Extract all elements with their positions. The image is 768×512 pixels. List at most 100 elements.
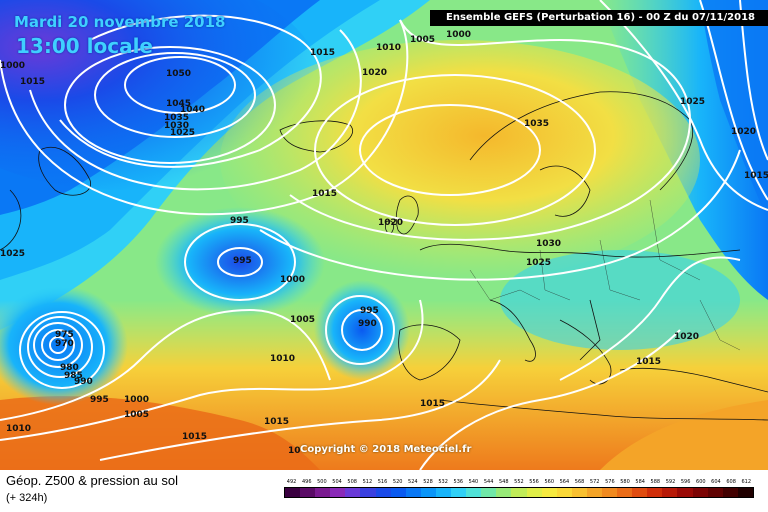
color-scale-swatch xyxy=(541,488,557,497)
pressure-label: 1025 xyxy=(680,97,705,107)
color-scale-tick: 496 xyxy=(301,479,312,485)
color-scale-swatch xyxy=(647,488,663,497)
pressure-label: 1015 xyxy=(310,48,335,58)
color-scale-swatch xyxy=(511,488,527,497)
pressure-label: 1015 xyxy=(744,171,768,181)
color-scale-swatch xyxy=(677,488,693,497)
color-scale-tick: 612 xyxy=(741,479,752,485)
pressure-label: 1015 xyxy=(420,399,445,409)
pressure-label: 1015 xyxy=(20,77,45,87)
pressure-label: 990 xyxy=(74,377,93,387)
color-scale-swatch xyxy=(390,488,406,497)
color-scale-swatch xyxy=(707,488,723,497)
color-scale-tick: 504 xyxy=(332,479,342,485)
run-info-banner: Ensemble GEFS (Perturbation 16) - 00 Z d… xyxy=(430,10,768,26)
pressure-label: 1035 xyxy=(524,119,549,129)
pressure-label: 995 xyxy=(230,216,249,226)
east-cold-core xyxy=(700,0,768,220)
pressure-label: 1015 xyxy=(636,357,661,367)
run-info-text: Ensemble GEFS (Perturbation 16) - 00 Z d… xyxy=(446,12,755,23)
pressure-label: 1000 xyxy=(124,395,149,405)
pressure-label: 10 xyxy=(288,446,301,456)
pressure-label: 1045 xyxy=(166,99,191,109)
color-scale-swatch xyxy=(722,488,738,497)
forecast-local-time: 13:00 locale xyxy=(16,34,153,58)
pressure-label: 1030 xyxy=(536,239,561,249)
color-scale-swatch xyxy=(571,488,587,497)
low-west-970 xyxy=(0,285,128,405)
color-scale-tick: 532 xyxy=(438,479,448,485)
pressure-label: 1005 xyxy=(290,315,315,325)
color-scale-swatch xyxy=(285,488,301,497)
pressure-label: 1020 xyxy=(674,332,699,342)
pressure-label: 985 xyxy=(64,371,83,381)
forecast-lead-time: (+ 324h) xyxy=(6,492,48,504)
color-scale-swatch xyxy=(420,488,436,497)
color-scale-tick: 568 xyxy=(574,479,585,485)
pressure-label: 1030 xyxy=(164,121,189,131)
pressure-label: 970 xyxy=(55,339,74,349)
pressure-label: 1020 xyxy=(731,127,756,137)
color-scale-tick: 524 xyxy=(408,479,418,485)
color-scale-swatch xyxy=(360,488,376,497)
color-scale-tick: 512 xyxy=(362,479,373,485)
color-scale-tick: 576 xyxy=(605,479,615,485)
color-scale-swatch xyxy=(451,488,467,497)
pressure-label: 980 xyxy=(60,363,79,373)
color-scale-swatch xyxy=(315,488,331,497)
color-scale-tick: 580 xyxy=(620,479,630,485)
color-scale-tick: 536 xyxy=(453,479,464,485)
color-scale-tick: 588 xyxy=(650,479,661,485)
color-scale-tick: 584 xyxy=(635,479,645,485)
color-scale-swatch xyxy=(300,488,316,497)
pressure-label: 975 xyxy=(55,330,74,340)
color-scale-swatch xyxy=(496,488,512,497)
color-scale-tick: 492 xyxy=(286,479,297,485)
color-scale-swatch xyxy=(737,488,753,497)
pressure-label: 1005 xyxy=(410,35,435,45)
warm-core-se xyxy=(600,400,768,470)
color-scale-tick: 572 xyxy=(589,479,600,485)
color-scale-swatch xyxy=(586,488,602,497)
color-scale: 492 496 500 504 508 512 516 520 524 528 532 536 540 5… xyxy=(284,478,754,498)
pressure-label: 1025 xyxy=(170,128,195,138)
warm-core-sw xyxy=(0,396,320,470)
color-scale-swatch xyxy=(481,488,497,497)
pressure-label: 1040 xyxy=(180,105,205,115)
forecast-date: Mardi 20 novembre 2018 xyxy=(14,13,226,31)
color-scale-tick: 564 xyxy=(559,479,570,485)
pressure-label: 1010 xyxy=(376,43,401,53)
isobars xyxy=(0,0,768,470)
pressure-label: 995 xyxy=(233,256,252,266)
pressure-label: 1000 xyxy=(280,275,305,285)
color-scale-tick: 592 xyxy=(665,479,676,485)
pressure-label: 1050 xyxy=(166,69,191,79)
low-iberia-990 xyxy=(314,280,410,380)
pressure-label: 1020 xyxy=(378,218,403,228)
color-scale-swatch xyxy=(556,488,572,497)
pressure-label: 1015 xyxy=(264,417,289,427)
coastlines xyxy=(0,91,768,421)
geopotential-map: 1000 1015 1015 1010 1005 1000 1020 1050 … xyxy=(0,0,768,470)
pressure-label: 1010 xyxy=(270,354,295,364)
pressure-label: 1000 xyxy=(446,30,471,40)
color-scale-ticks: 492 496 500 504 508 512 516 520 524 528 532 536 540 5… xyxy=(284,478,754,487)
color-scale-swatch xyxy=(405,488,421,497)
color-scale-tick: 540 xyxy=(468,479,479,485)
color-scale-tick: 528 xyxy=(423,479,433,485)
color-scale-swatch xyxy=(345,488,361,497)
color-scale-tick: 556 xyxy=(529,479,539,485)
color-scale-tick: 548 xyxy=(498,479,509,485)
color-scale-tick: 516 xyxy=(377,479,388,485)
color-scale-tick: 608 xyxy=(726,479,736,485)
pressure-label: 1015 xyxy=(312,189,337,199)
pressure-label: 1015 xyxy=(182,432,207,442)
pressure-label: 1025 xyxy=(0,249,25,259)
color-scale-tick: 560 xyxy=(544,479,554,485)
pressure-label: 1020 xyxy=(362,68,387,78)
pressure-label: 990 xyxy=(358,319,377,329)
pressure-label: 1000 xyxy=(0,61,25,71)
color-scale-tick: 604 xyxy=(711,479,721,485)
color-scale-swatch xyxy=(617,488,633,497)
color-scale-swatch xyxy=(375,488,391,497)
